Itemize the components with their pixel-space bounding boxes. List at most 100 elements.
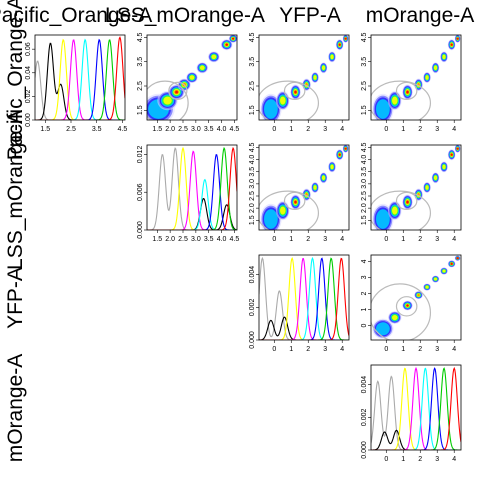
y-tick-label: 3.5 bbox=[361, 167, 368, 177]
x-tick-label: 2 bbox=[306, 346, 310, 353]
x-tick-label: 1 bbox=[401, 236, 405, 243]
density-contour bbox=[321, 65, 326, 71]
panel-border bbox=[258, 34, 350, 121]
density-panel bbox=[371, 255, 461, 340]
x-tick-label: 1 bbox=[401, 126, 405, 133]
y-tick-label: 1.5 bbox=[361, 105, 368, 115]
density-contour bbox=[392, 314, 398, 321]
y-tick-label: 4 bbox=[361, 259, 368, 263]
y-tick-label: 1.5 bbox=[137, 105, 144, 115]
density-contour bbox=[199, 65, 205, 71]
x-tick-label: 3.5 bbox=[92, 126, 102, 133]
density-curve bbox=[147, 147, 237, 230]
y-tick-label: 0.04 bbox=[25, 66, 32, 80]
y-tick-label: 2.0 bbox=[361, 203, 368, 213]
density-curve bbox=[371, 375, 461, 450]
x-tick-label: 2 bbox=[418, 346, 422, 353]
density-curve bbox=[259, 316, 349, 340]
density-contour bbox=[264, 209, 278, 229]
density-contour bbox=[406, 90, 409, 94]
gate-ellipse bbox=[395, 81, 418, 100]
x-tick-label: 3 bbox=[323, 236, 327, 243]
density-curve bbox=[147, 150, 237, 230]
density-contour bbox=[330, 54, 334, 60]
x-tick-label: 2.5 bbox=[66, 126, 76, 133]
density-contour bbox=[433, 175, 438, 181]
density-curve bbox=[371, 366, 461, 450]
x-tick-label: 4.5 bbox=[230, 236, 240, 243]
x-tick-label: 2 bbox=[418, 126, 422, 133]
x-tick-label: 2 bbox=[418, 456, 422, 463]
histogram-panel bbox=[371, 365, 461, 450]
y-tick-label: 2.5 bbox=[361, 81, 368, 91]
histogram-panel bbox=[259, 255, 349, 340]
x-tick-label: 3 bbox=[323, 346, 327, 353]
histogram-panel bbox=[147, 145, 237, 230]
density-contour bbox=[211, 54, 217, 60]
density-contour bbox=[321, 175, 326, 181]
y-tick-label: 4.5 bbox=[137, 32, 144, 42]
x-tick-label: 3.5 bbox=[204, 236, 214, 243]
panel-border bbox=[146, 144, 238, 231]
density-contour bbox=[231, 37, 235, 40]
column-title-lss-morange: LSS_mOrange-A bbox=[105, 4, 265, 27]
density-curve bbox=[35, 36, 125, 120]
x-tick-label: 4 bbox=[452, 126, 456, 133]
density-contour bbox=[442, 54, 446, 60]
density-contour bbox=[313, 75, 317, 80]
density-panel bbox=[259, 145, 349, 230]
density-contour bbox=[450, 153, 453, 156]
x-tick-label: 1 bbox=[289, 236, 293, 243]
density-contour bbox=[456, 147, 459, 150]
density-curve bbox=[147, 146, 237, 230]
x-tick-label: 4 bbox=[452, 456, 456, 463]
x-tick-label: 3 bbox=[435, 346, 439, 353]
x-tick-label: 4 bbox=[452, 236, 456, 243]
x-tick-label: 1 bbox=[401, 346, 405, 353]
x-tick-label: 4 bbox=[452, 346, 456, 353]
density-contour bbox=[294, 90, 297, 94]
y-tick-label: 3.5 bbox=[249, 57, 256, 67]
histogram-panel bbox=[35, 35, 125, 120]
gate-ellipse bbox=[395, 296, 418, 317]
gate-ellipse bbox=[371, 80, 432, 120]
row-title-yfp: YFP-A bbox=[4, 267, 27, 329]
y-tick-label: 2.0 bbox=[249, 203, 256, 213]
panel-border bbox=[146, 34, 238, 121]
density-contour bbox=[225, 43, 228, 46]
panel-border bbox=[370, 254, 462, 341]
x-tick-label: 1 bbox=[289, 346, 293, 353]
density-contour bbox=[450, 43, 453, 46]
row-title-pacific-orange: Pacific_Orange-A bbox=[4, 0, 27, 160]
density-contour bbox=[406, 200, 409, 204]
gate-ellipse bbox=[259, 190, 320, 230]
x-tick-label: 4.0 bbox=[217, 236, 227, 243]
density-contour bbox=[456, 37, 459, 40]
x-tick-label: 0 bbox=[384, 346, 388, 353]
density-contour bbox=[338, 153, 341, 156]
x-tick-label: 1.5 bbox=[40, 126, 50, 133]
density-curve bbox=[147, 153, 237, 230]
panel-border bbox=[34, 34, 126, 121]
density-contour bbox=[433, 277, 438, 281]
density-contour bbox=[406, 304, 409, 307]
y-tick-label: 3.0 bbox=[361, 179, 368, 189]
density-curve bbox=[35, 39, 125, 120]
density-curve bbox=[371, 367, 461, 450]
y-tick-label: 4.0 bbox=[249, 155, 256, 165]
x-tick-label: 2 bbox=[418, 236, 422, 243]
y-tick-label: 0.002 bbox=[361, 408, 368, 426]
y-tick-label: 0.006 bbox=[137, 183, 144, 201]
x-tick-label: 3 bbox=[323, 126, 327, 133]
column-title-pacific-orange: Pacific_Orange-A bbox=[0, 4, 152, 27]
panel-border bbox=[258, 254, 350, 341]
x-tick-label: 4 bbox=[340, 126, 344, 133]
density-contour bbox=[442, 269, 446, 273]
x-tick-label: 0 bbox=[272, 346, 276, 353]
panel-border bbox=[370, 364, 462, 451]
y-tick-label: 3.5 bbox=[249, 167, 256, 177]
y-tick-label: 0.012 bbox=[137, 146, 144, 164]
density-contour bbox=[425, 285, 429, 289]
y-tick-label: 3.0 bbox=[249, 179, 256, 189]
x-tick-label: 0 bbox=[272, 126, 276, 133]
